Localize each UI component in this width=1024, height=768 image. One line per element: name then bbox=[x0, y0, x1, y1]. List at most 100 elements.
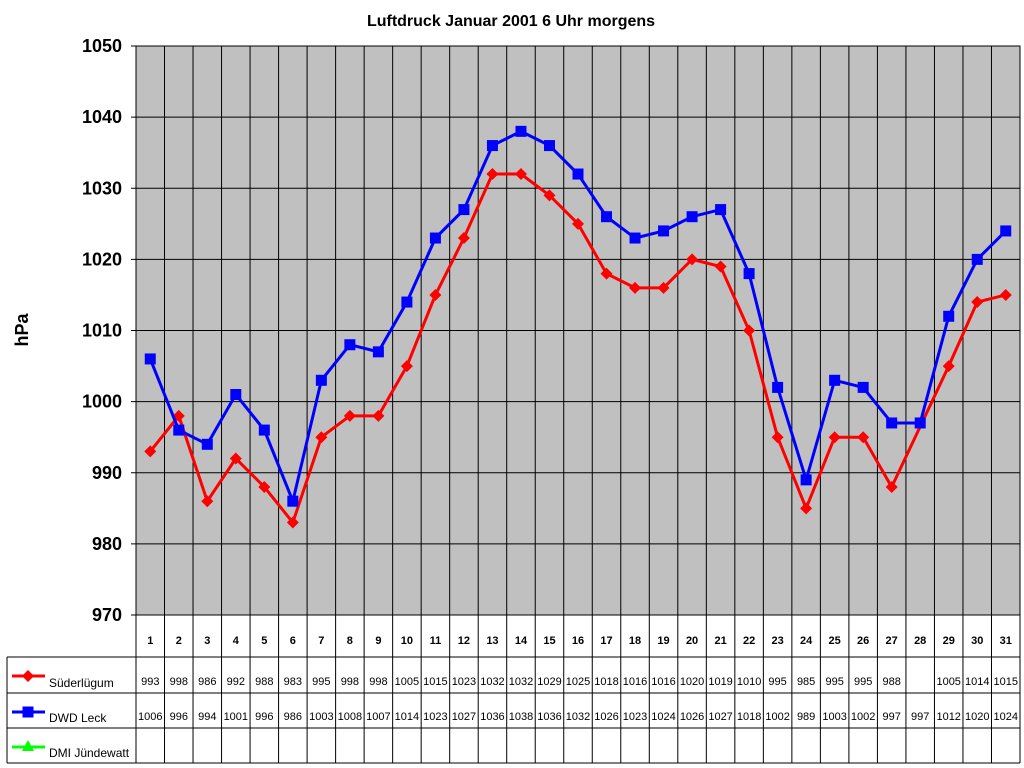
table-cell-value: 995 bbox=[825, 676, 843, 688]
data-point-square bbox=[429, 232, 441, 244]
data-point-square bbox=[315, 374, 327, 386]
data-point-diamond bbox=[543, 189, 556, 202]
y-axis-label: hPa bbox=[12, 313, 32, 347]
data-point-diamond bbox=[229, 452, 242, 465]
table-header-day: 15 bbox=[543, 635, 555, 647]
table-header-day: 9 bbox=[375, 635, 381, 647]
data-point-square bbox=[971, 253, 983, 265]
table-cell-value: 1023 bbox=[452, 676, 476, 688]
table-header-day: 13 bbox=[486, 635, 498, 647]
table-cell-value: 998 bbox=[170, 676, 188, 688]
legend-triangle-icon bbox=[22, 740, 34, 751]
data-point-diamond bbox=[514, 168, 527, 181]
data-point-square bbox=[572, 168, 584, 180]
y-tick-label: 1000 bbox=[82, 392, 122, 412]
table-cell-value: 1026 bbox=[594, 711, 618, 723]
table-cell-value: 1015 bbox=[423, 676, 447, 688]
table-cell-value: 1024 bbox=[651, 711, 675, 723]
table-cell-value: 1032 bbox=[509, 676, 533, 688]
table-cell-value: 1038 bbox=[509, 711, 533, 723]
data-point-square bbox=[372, 346, 384, 358]
data-point-square bbox=[230, 389, 242, 401]
data-point-square bbox=[486, 140, 498, 152]
data-point-square bbox=[201, 438, 213, 450]
table-cell-value: 994 bbox=[198, 711, 216, 723]
data-point-square bbox=[658, 225, 670, 237]
table-header-day: 7 bbox=[318, 635, 324, 647]
table-cell-value: 1010 bbox=[737, 676, 761, 688]
table-cell-value: 1005 bbox=[395, 676, 419, 688]
data-point-diamond bbox=[201, 495, 214, 508]
table-cell-value: 1001 bbox=[224, 711, 248, 723]
table-cell-value: 996 bbox=[170, 711, 188, 723]
data-point-diamond bbox=[999, 288, 1012, 301]
table-cell-value: 1003 bbox=[822, 711, 846, 723]
table-cell-value: 1003 bbox=[309, 711, 333, 723]
data-point-square bbox=[173, 424, 185, 436]
table-cell-value: 1023 bbox=[423, 711, 447, 723]
y-tick-label: 990 bbox=[92, 463, 122, 483]
table-cell-value: 1020 bbox=[680, 676, 704, 688]
table-header-day: 24 bbox=[800, 635, 813, 647]
table-header-day: 21 bbox=[714, 635, 726, 647]
data-point-square bbox=[800, 474, 812, 486]
data-point-square bbox=[743, 268, 755, 280]
table-cell-value: 1015 bbox=[993, 676, 1017, 688]
y-tick-label: 1010 bbox=[82, 321, 122, 341]
legend-label: Süderlügum bbox=[49, 676, 114, 690]
table-header-day: 23 bbox=[771, 635, 783, 647]
data-point-square bbox=[886, 417, 898, 429]
data-point-diamond bbox=[572, 217, 584, 230]
data-point-diamond bbox=[942, 360, 955, 373]
table-cell-value: 995 bbox=[312, 676, 330, 688]
table-cell-value: 989 bbox=[797, 711, 815, 723]
table-cell-value: 1027 bbox=[708, 711, 732, 723]
data-point-diamond bbox=[315, 431, 328, 444]
table-cell-value: 1002 bbox=[765, 711, 789, 723]
data-point-square bbox=[344, 339, 356, 351]
data-point-diamond bbox=[828, 431, 841, 444]
table-header-day: 22 bbox=[743, 635, 755, 647]
data-point-square bbox=[829, 374, 841, 386]
table-header-day: 2 bbox=[176, 635, 182, 647]
table-header-day: 16 bbox=[572, 635, 584, 647]
table-cell-value: 1027 bbox=[452, 711, 476, 723]
table-cell-value: 1036 bbox=[537, 711, 561, 723]
data-point-diamond bbox=[486, 168, 499, 181]
data-point-square bbox=[772, 381, 784, 393]
table-cell-value: 1019 bbox=[708, 676, 732, 688]
table-cell-value: 1018 bbox=[594, 676, 618, 688]
table-cell-value: 1005 bbox=[936, 676, 960, 688]
table-header-day: 27 bbox=[886, 635, 898, 647]
y-tick-label: 1030 bbox=[82, 178, 122, 198]
table-header-day: 3 bbox=[204, 635, 210, 647]
data-point-square bbox=[629, 232, 641, 244]
data-point-diamond bbox=[343, 409, 356, 422]
data-point-diamond bbox=[629, 281, 642, 294]
table-cell-value: 1014 bbox=[395, 711, 419, 723]
data-point-square bbox=[943, 310, 955, 322]
table-cell-value: 1016 bbox=[651, 676, 675, 688]
table-cell-value: 1020 bbox=[965, 711, 989, 723]
table-header-day: 11 bbox=[430, 635, 442, 647]
table-header-day: 10 bbox=[401, 635, 413, 647]
data-point-square bbox=[287, 495, 299, 507]
table-cell-value: 988 bbox=[882, 676, 900, 688]
data-point-square bbox=[458, 204, 470, 216]
legend-diamond-icon bbox=[22, 670, 34, 682]
data-point-diamond bbox=[800, 502, 813, 515]
table-header-day: 20 bbox=[686, 635, 698, 647]
table-header-day: 6 bbox=[290, 635, 296, 647]
y-tick-label: 970 bbox=[92, 605, 122, 625]
data-point-square bbox=[258, 424, 270, 436]
table-header-day: 8 bbox=[347, 635, 353, 647]
table-cell-value: 1036 bbox=[480, 711, 504, 723]
table-cell-value: 1032 bbox=[566, 711, 590, 723]
data-point-diamond bbox=[971, 296, 984, 309]
data-point-diamond bbox=[657, 281, 670, 294]
table-cell-value: 1032 bbox=[480, 676, 504, 688]
table-header-day: 4 bbox=[233, 635, 240, 647]
data-point-diamond bbox=[372, 409, 385, 422]
data-point-square bbox=[715, 204, 727, 216]
